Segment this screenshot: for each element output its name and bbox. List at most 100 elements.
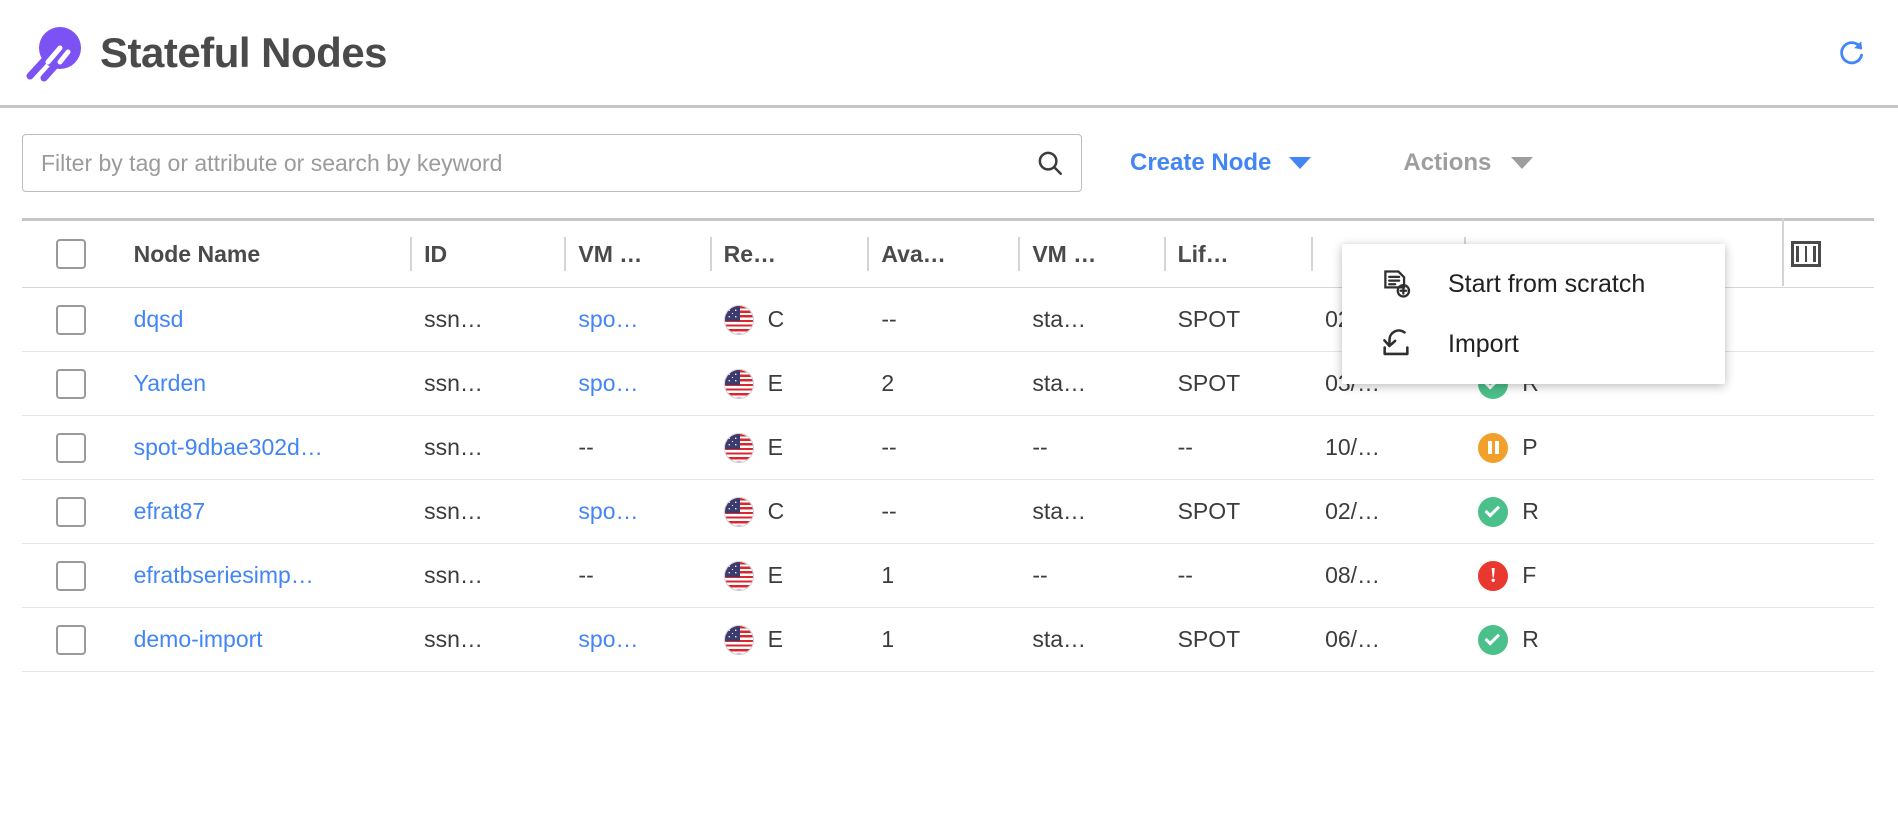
table-row[interactable]: demo-import ssn… spo… E 1 sta… SPOT 06/… R <box>22 607 1874 672</box>
column-label: Ava… <box>881 240 946 267</box>
row-select-cell <box>22 351 120 416</box>
menu-item-import[interactable]: Import <box>1342 314 1725 374</box>
row-checkbox[interactable] <box>55 624 86 655</box>
column-header-vm-type[interactable]: VM … <box>1018 218 1164 288</box>
cell-region: E <box>709 543 868 608</box>
column-header-vm-name[interactable]: VM … <box>564 218 710 288</box>
import-tray-icon <box>1376 324 1416 364</box>
node-name-link[interactable]: efrat87 <box>133 498 206 524</box>
chevron-down-icon <box>1289 157 1312 169</box>
cell-node-name: spot-9dbae302d… <box>119 415 411 480</box>
columns-settings-icon[interactable] <box>1790 241 1821 267</box>
row-checkbox[interactable] <box>55 368 86 399</box>
vm-type-value: -- <box>1032 434 1048 460</box>
lifecycle-value: SPOT <box>1177 370 1241 396</box>
refresh-icon[interactable] <box>1830 31 1874 75</box>
search-field[interactable] <box>22 134 1082 192</box>
status-label: R <box>1522 626 1539 652</box>
lifecycle-value: SPOT <box>1177 498 1241 524</box>
lifecycle-value: -- <box>1177 434 1193 460</box>
cell-id: ssn… <box>410 415 565 480</box>
document-add-icon <box>1376 264 1416 304</box>
node-name-link[interactable]: demo-import <box>133 626 263 652</box>
column-header-region[interactable]: Re… <box>709 218 868 288</box>
us-flag-icon <box>723 560 754 591</box>
cell-id: ssn… <box>410 287 565 352</box>
id-value: ssn… <box>424 370 483 396</box>
cell-availability: 2 <box>867 351 1019 416</box>
vm-name-value[interactable]: spo… <box>578 498 639 524</box>
availability-value: 2 <box>881 370 895 396</box>
node-name-link[interactable]: Yarden <box>133 370 207 396</box>
cell-node-name: dqsd <box>119 287 411 352</box>
table-row[interactable]: efratbseriesimp… ssn… -- E 1 -- -- 08/…! F <box>22 543 1874 608</box>
cell-id: ssn… <box>410 351 565 416</box>
column-header-id[interactable]: ID <box>410 218 565 288</box>
row-checkbox[interactable] <box>55 432 86 463</box>
region-value: C <box>767 306 785 332</box>
cell-spacer <box>1737 415 1874 480</box>
cell-availability: 1 <box>867 543 1019 608</box>
created-value: 06/… <box>1325 626 1381 652</box>
us-flag-icon <box>723 624 754 655</box>
row-checkbox[interactable] <box>55 496 86 527</box>
vm-type-value: -- <box>1032 562 1048 588</box>
status-label: P <box>1522 434 1538 460</box>
actions-label: Actions <box>1403 149 1492 176</box>
table-row[interactable]: efrat87 ssn… spo… C -- sta… SPOT 02/… R <box>22 479 1874 544</box>
page-title: Stateful Nodes <box>100 28 388 76</box>
node-name-link[interactable]: dqsd <box>133 306 184 332</box>
vm-name-value[interactable]: spo… <box>578 626 639 652</box>
availability-value: -- <box>881 306 897 332</box>
cell-vm-type: sta… <box>1018 607 1164 672</box>
table-row[interactable]: spot-9dbae302d… ssn… -- E -- -- -- 10/… P <box>22 415 1874 480</box>
row-select-cell <box>22 287 120 352</box>
cell-spacer <box>1737 607 1874 672</box>
us-flag-icon <box>723 496 754 527</box>
column-header-node-name[interactable]: Node Name <box>119 218 411 288</box>
lifecycle-value: SPOT <box>1177 626 1241 652</box>
cell-region: E <box>709 351 868 416</box>
cell-vm-name: spo… <box>564 351 710 416</box>
status-running-icon <box>1478 496 1509 527</box>
column-label: ID <box>424 240 448 267</box>
cell-node-name: efratbseriesimp… <box>119 543 411 608</box>
search-icon[interactable] <box>1019 135 1081 191</box>
id-value: ssn… <box>424 562 483 588</box>
vm-name-value[interactable]: spo… <box>578 306 639 332</box>
column-header-availability[interactable]: Ava… <box>867 218 1019 288</box>
columns-settings-header <box>1737 218 1874 288</box>
node-name-link[interactable]: spot-9dbae302d… <box>133 434 323 460</box>
cell-region: E <box>709 415 868 480</box>
created-value: 10/… <box>1325 434 1381 460</box>
cell-vm-name: spo… <box>564 479 710 544</box>
cell-availability: -- <box>867 415 1019 480</box>
cell-node-name: Yarden <box>119 351 411 416</box>
availability-value: 1 <box>881 626 895 652</box>
spot-comet-logo-icon <box>22 22 84 84</box>
select-all-checkbox[interactable] <box>55 239 86 269</box>
cell-vm-type: -- <box>1018 415 1164 480</box>
create-node-label: Create Node <box>1130 149 1272 176</box>
column-header-lifecycle[interactable]: Lif… <box>1163 218 1312 288</box>
lifecycle-value: SPOT <box>1177 306 1241 332</box>
cell-created: 08/… <box>1311 543 1465 608</box>
vm-name-value[interactable]: spo… <box>578 370 639 396</box>
vm-name-value: -- <box>578 434 594 460</box>
column-label: VM … <box>1032 240 1097 267</box>
cell-node-name: demo-import <box>119 607 411 672</box>
node-name-link[interactable]: efratbseriesimp… <box>133 562 314 588</box>
vm-type-value: sta… <box>1032 498 1086 524</box>
cell-vm-type: sta… <box>1018 287 1164 352</box>
row-checkbox[interactable] <box>55 304 86 335</box>
column-label: VM … <box>578 240 643 267</box>
status-failed-icon: ! <box>1478 560 1509 591</box>
create-node-button[interactable]: Create Node <box>1130 143 1312 183</box>
us-flag-icon <box>723 368 754 399</box>
actions-button[interactable]: Actions <box>1403 143 1534 183</box>
id-value: ssn… <box>424 498 483 524</box>
row-checkbox[interactable] <box>55 560 86 591</box>
region-value: E <box>767 626 783 652</box>
search-input[interactable] <box>23 149 1019 177</box>
menu-item-start-from-scratch[interactable]: Start from scratch <box>1342 254 1725 314</box>
